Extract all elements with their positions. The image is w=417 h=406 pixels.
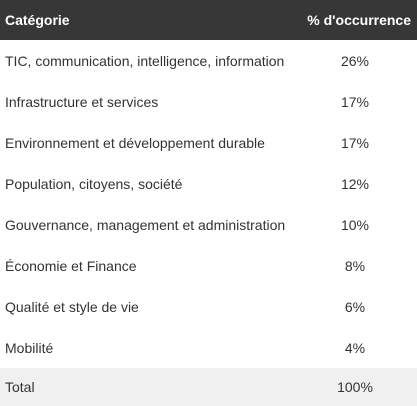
row-percent: 12% <box>340 175 370 192</box>
row-percent: 8% <box>344 257 366 274</box>
total-label: Total <box>5 379 35 395</box>
table-row: Gouvernance, management et administratio… <box>0 204 417 245</box>
row-category: Mobilité <box>5 339 54 356</box>
table-header: Catégorie % d'occurrence <box>0 0 417 40</box>
row-percent: 17% <box>340 134 370 151</box>
row-percent: 4% <box>344 339 366 356</box>
row-category: Infrastructure et services <box>5 93 159 110</box>
row-category: TIC, communication, intelligence, inform… <box>5 52 285 69</box>
header-percent: % d'occurrence <box>307 12 411 28</box>
row-category: Environnement et développement durable <box>5 134 265 151</box>
row-category: Population, citoyens, société <box>5 175 183 192</box>
row-category: Qualité et style de vie <box>5 298 139 315</box>
table-row: Économie et Finance 8% <box>0 245 417 286</box>
row-percent: 26% <box>340 52 370 69</box>
table-row: Infrastructure et services 17% <box>0 81 417 122</box>
table-row: Qualité et style de vie 6% <box>0 286 417 327</box>
total-percent: 100% <box>337 379 373 395</box>
total-row: Total 100% <box>0 368 417 406</box>
table-row: Population, citoyens, société 12% <box>0 163 417 204</box>
row-percent: 6% <box>344 298 366 315</box>
row-percent: 10% <box>340 216 370 233</box>
row-percent: 17% <box>340 93 370 110</box>
row-category: Gouvernance, management et administratio… <box>5 216 286 233</box>
table-row: Mobilité 4% <box>0 327 417 368</box>
header-category: Catégorie <box>5 12 70 28</box>
table-row: TIC, communication, intelligence, inform… <box>0 40 417 81</box>
table-row: Environnement et développement durable 1… <box>0 122 417 163</box>
row-category: Économie et Finance <box>5 257 137 274</box>
